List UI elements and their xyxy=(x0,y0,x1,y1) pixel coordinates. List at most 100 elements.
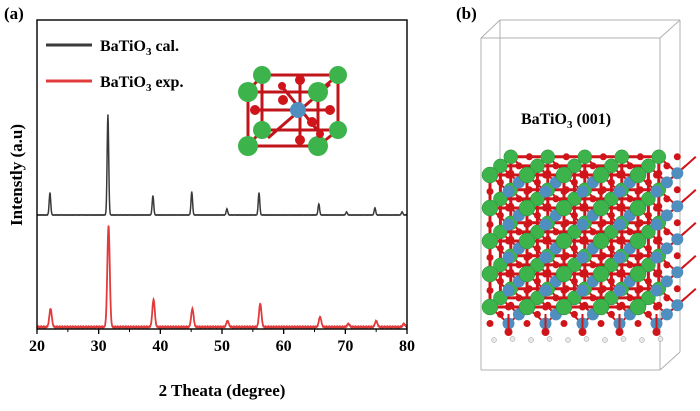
o-atom xyxy=(486,287,494,294)
xrd-chart: 20 30 40 50 60 70 80 2 Theata (degree) Intenst… xyxy=(7,19,415,400)
legend: BaTiO3 cal. BaTiO3 exp. xyxy=(46,38,183,94)
ba-atom xyxy=(604,257,619,273)
ti-atom xyxy=(671,299,684,312)
cal-peak-1 xyxy=(107,114,109,116)
ti-atom xyxy=(613,284,626,297)
ti-atom xyxy=(650,251,663,264)
o-atom xyxy=(607,178,615,186)
o-atom xyxy=(523,254,531,261)
ba-atom xyxy=(493,158,508,174)
legend-label-exp: BaTiO3 exp. xyxy=(100,74,183,94)
ba-atom xyxy=(518,199,536,217)
ba-atom xyxy=(253,66,271,84)
ti-atom xyxy=(671,233,684,246)
o-atom xyxy=(542,270,549,278)
o-atom xyxy=(552,228,560,236)
ti-atom xyxy=(671,266,684,279)
o-atom xyxy=(644,310,652,318)
o-atom xyxy=(486,254,494,261)
ba-atom xyxy=(540,149,556,165)
o-atom xyxy=(589,294,597,302)
ti-atom xyxy=(576,284,589,297)
o-atom xyxy=(505,303,512,311)
ba-atom xyxy=(604,191,619,207)
ba-atom xyxy=(567,191,582,207)
ba-atom xyxy=(641,191,656,207)
o-atom xyxy=(597,287,605,294)
ba-atom xyxy=(629,199,647,217)
series-exp-trace xyxy=(36,225,408,330)
o-atom xyxy=(626,294,634,302)
o-atom xyxy=(634,320,642,327)
ba-atom xyxy=(518,166,536,184)
ba-atom xyxy=(592,232,610,250)
o-atom xyxy=(579,303,586,311)
o-atom xyxy=(597,320,605,327)
ba-atom xyxy=(629,265,647,283)
o-atom xyxy=(607,244,615,252)
cal-peak-4 xyxy=(226,208,228,210)
o-atom xyxy=(533,277,541,285)
o-atom xyxy=(552,261,560,269)
ba-atom xyxy=(329,66,347,84)
o-atom xyxy=(486,221,494,228)
ba-atom xyxy=(629,298,647,316)
o-atom xyxy=(523,188,531,195)
o-atom xyxy=(653,204,660,212)
o-atom xyxy=(525,153,533,161)
o-atom xyxy=(589,228,597,236)
h-atom xyxy=(528,337,534,343)
o-atom xyxy=(589,261,597,269)
cal-peak-2 xyxy=(152,195,154,197)
o-atom xyxy=(570,244,578,252)
o-atom xyxy=(504,328,513,336)
o-atom xyxy=(616,303,623,311)
h-atom xyxy=(639,337,645,343)
x-tick-label: 80 xyxy=(399,338,415,355)
o-atom xyxy=(626,195,634,203)
exp-peak-7 xyxy=(347,323,350,325)
o-atom xyxy=(533,310,541,318)
o-atom xyxy=(570,310,578,318)
o-atom xyxy=(505,237,512,245)
ba-atom xyxy=(592,199,610,217)
o-atom xyxy=(653,270,660,278)
ba-atom xyxy=(641,257,656,273)
ba-atom xyxy=(518,298,536,316)
x-tick-label: 30 xyxy=(91,338,107,355)
ba-atom xyxy=(641,224,656,240)
o-atom xyxy=(653,171,660,179)
o-atom xyxy=(634,221,642,228)
o-atom xyxy=(597,188,605,195)
o-atom xyxy=(295,135,305,145)
o-atom xyxy=(505,270,512,278)
ba-atom xyxy=(555,232,573,250)
o-atom xyxy=(626,228,634,236)
o-atom xyxy=(570,178,578,186)
o-atom xyxy=(597,254,605,261)
o-atom xyxy=(607,277,615,285)
o-atom xyxy=(663,261,671,269)
ba-atom xyxy=(493,290,508,306)
ba-atom xyxy=(493,224,508,240)
x-axis-label: 2 Theata (degree) xyxy=(159,381,286,400)
x-tick-label: 70 xyxy=(337,338,353,355)
ti-atom xyxy=(671,200,684,213)
ti-atom xyxy=(660,176,673,189)
ti-atom xyxy=(650,284,663,297)
o-atom xyxy=(523,287,531,294)
ba-atom xyxy=(592,298,610,316)
ba-atom xyxy=(641,158,656,174)
o-atom xyxy=(663,294,671,302)
ba-atom xyxy=(530,191,545,207)
o-atom xyxy=(578,328,587,336)
o-atom xyxy=(634,254,642,261)
h-atom xyxy=(565,337,571,343)
o-atom xyxy=(673,219,681,227)
ba-atom xyxy=(530,290,545,306)
o-atom xyxy=(560,221,568,228)
h-atom xyxy=(620,336,627,342)
o-atom xyxy=(607,310,615,318)
o-atom xyxy=(626,261,634,269)
o-atom xyxy=(496,310,504,318)
